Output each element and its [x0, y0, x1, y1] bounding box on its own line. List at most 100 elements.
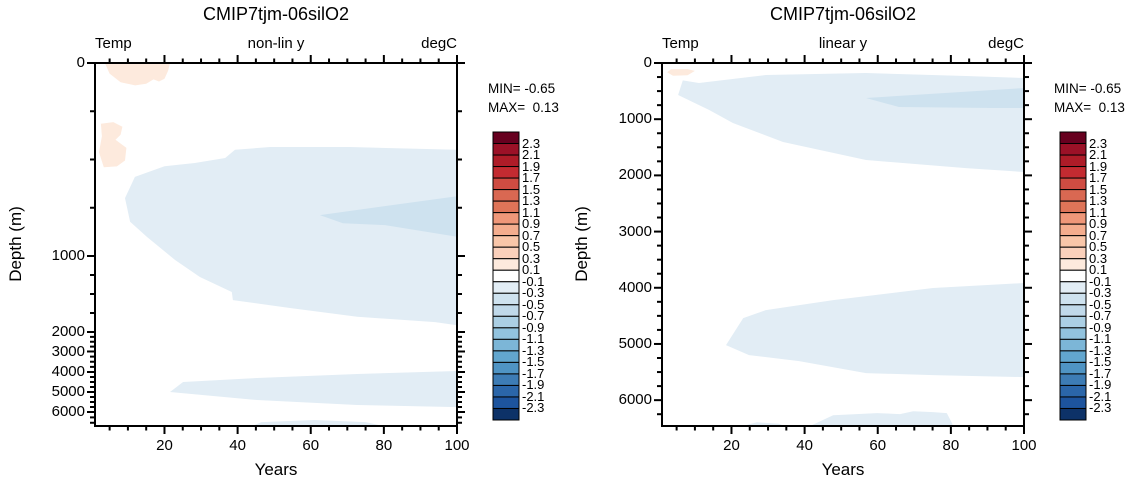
colorbar-box: [1059, 327, 1087, 340]
colorbar-label: 0.1: [522, 262, 541, 278]
colorbar-label: 0.7: [1089, 227, 1108, 243]
y-tick-label: 6000: [618, 391, 652, 409]
colorbar-box: [1059, 200, 1087, 214]
contour-regions: [99, 63, 457, 426]
colorbar-label: 1.5: [522, 181, 541, 197]
colorbar-box: [492, 258, 520, 271]
contour-region-cool-bottom-lens: [810, 411, 953, 426]
colorbar-box: [492, 177, 520, 191]
contour-region-warm-subsurface-patch: [99, 122, 127, 168]
colorbar-label: 1.1: [1089, 204, 1108, 220]
y-tick-label: 1000: [51, 247, 85, 264]
colorbar-box: [1059, 407, 1087, 421]
colorbar-label: -1.9: [1089, 377, 1112, 393]
y-tick-label: 5000: [51, 383, 85, 400]
colorbar-label: 1.5: [1089, 181, 1108, 197]
colorbar-label: 1.3: [1089, 192, 1108, 208]
colorbar-label: -1.3: [1089, 342, 1112, 358]
contour-region-cool-deep-band: [170, 371, 457, 407]
colorbar-label: -1.1: [522, 331, 545, 347]
contour-region-cool-core-wedge: [319, 196, 457, 237]
y-tick-label: 2000: [51, 323, 85, 340]
colorbar-box: [1059, 131, 1087, 145]
y-tick-label: 4000: [51, 363, 85, 380]
colorbar-label: -1.7: [522, 365, 545, 381]
colorbar-label: -0.7: [1089, 308, 1112, 324]
colorbar-box: [492, 131, 520, 145]
colorbar-box: [1059, 384, 1087, 398]
colorbar-label: -2.1: [1089, 388, 1112, 404]
colorbar-label: -0.3: [1089, 285, 1112, 301]
x-axis-label: Years: [821, 460, 865, 479]
colorbar-label: 0.7: [522, 227, 541, 243]
y-axis-label: Depth (m): [6, 206, 25, 282]
subtitle-axis-type: non-lin y: [247, 35, 305, 52]
colorbar-box: [1059, 269, 1087, 283]
colorbar-box: [492, 396, 520, 409]
colorbar-label: -1.7: [1089, 365, 1112, 381]
colorbar-box: [1059, 189, 1087, 202]
colorbar-box: [492, 223, 520, 237]
panel-title: CMIP7tjm-06silO2: [202, 4, 350, 24]
panel-title: CMIP7tjm-06silO2: [769, 4, 917, 24]
colorbar-box: [1059, 304, 1087, 317]
colorbar-box: [1059, 350, 1087, 363]
colorbar-label: -1.9: [522, 377, 545, 393]
colorbar-box: [492, 143, 520, 156]
y-tick-label: 2000: [618, 166, 652, 184]
colorbar-label: 1.7: [1089, 169, 1108, 185]
contour-region-cool-bottom-sliver: [252, 420, 384, 426]
colorbar-box: [492, 269, 520, 283]
colorbar-box: [1059, 396, 1087, 409]
colorbar-box: [1059, 315, 1087, 329]
colorbar-box: [1059, 235, 1087, 248]
x-tick-label: 60: [302, 437, 320, 454]
colorbar-label: -0.5: [522, 296, 545, 312]
colorbar-box: [492, 304, 520, 317]
colorbar-box: [1059, 154, 1087, 168]
x-tick-label: 60: [869, 437, 887, 454]
colorbar-label: 0.1: [1089, 262, 1108, 278]
colorbar-box: [492, 338, 520, 352]
colorbar-label: -0.7: [522, 308, 545, 324]
colorbar-box: [1059, 338, 1087, 352]
colorbar-label: -2.3: [1089, 400, 1112, 416]
colorbar-box: [492, 384, 520, 398]
x-axis-label: Years: [254, 460, 298, 479]
colorbar-box: [492, 315, 520, 329]
colorbar-label: 0.5: [522, 239, 541, 255]
colorbar-label: -0.1: [1089, 273, 1112, 289]
colorbar-box: [492, 281, 520, 294]
colorbar-label: -0.9: [522, 319, 545, 335]
colorbar: [492, 131, 520, 421]
colorbar-label: -1.5: [1089, 354, 1112, 370]
x-tick-label: 20: [723, 437, 740, 454]
colorbar-label: -0.3: [522, 285, 545, 301]
min-value-annotation: MIN= -0.65: [488, 81, 556, 96]
colorbar-label: -1.3: [522, 342, 545, 358]
colorbar-box: [1059, 246, 1087, 260]
x-tick-label: 20: [156, 437, 173, 454]
y-tick-label: 3000: [618, 222, 652, 240]
colorbar-box: [492, 166, 520, 179]
colorbar-label: 1.9: [1089, 158, 1108, 174]
colorbar: [1059, 131, 1087, 421]
x-tick-label: 40: [796, 437, 813, 454]
subtitle-variable: Temp: [95, 35, 132, 52]
colorbar-box: [1059, 166, 1087, 179]
x-tick-label: 80: [375, 437, 393, 454]
colorbar-box: [492, 350, 520, 363]
contour-region-cool-core-wedge: [866, 88, 1024, 108]
colorbar-label: 0.9: [522, 216, 541, 232]
y-tick-label: 1000: [618, 110, 652, 128]
contour-region-warm-surface-patch: [104, 63, 170, 86]
y-tick-label: 5000: [618, 334, 652, 352]
colorbar-label: 1.9: [522, 158, 541, 174]
colorbar-label: 1.1: [522, 204, 541, 220]
colorbar-box: [492, 361, 520, 375]
x-tick-label: 100: [1011, 437, 1037, 454]
colorbar-label: -1.5: [522, 354, 545, 370]
contour-region-cool-main-blob: [678, 73, 1024, 172]
min-value-annotation: MIN= -0.65: [1054, 81, 1122, 96]
